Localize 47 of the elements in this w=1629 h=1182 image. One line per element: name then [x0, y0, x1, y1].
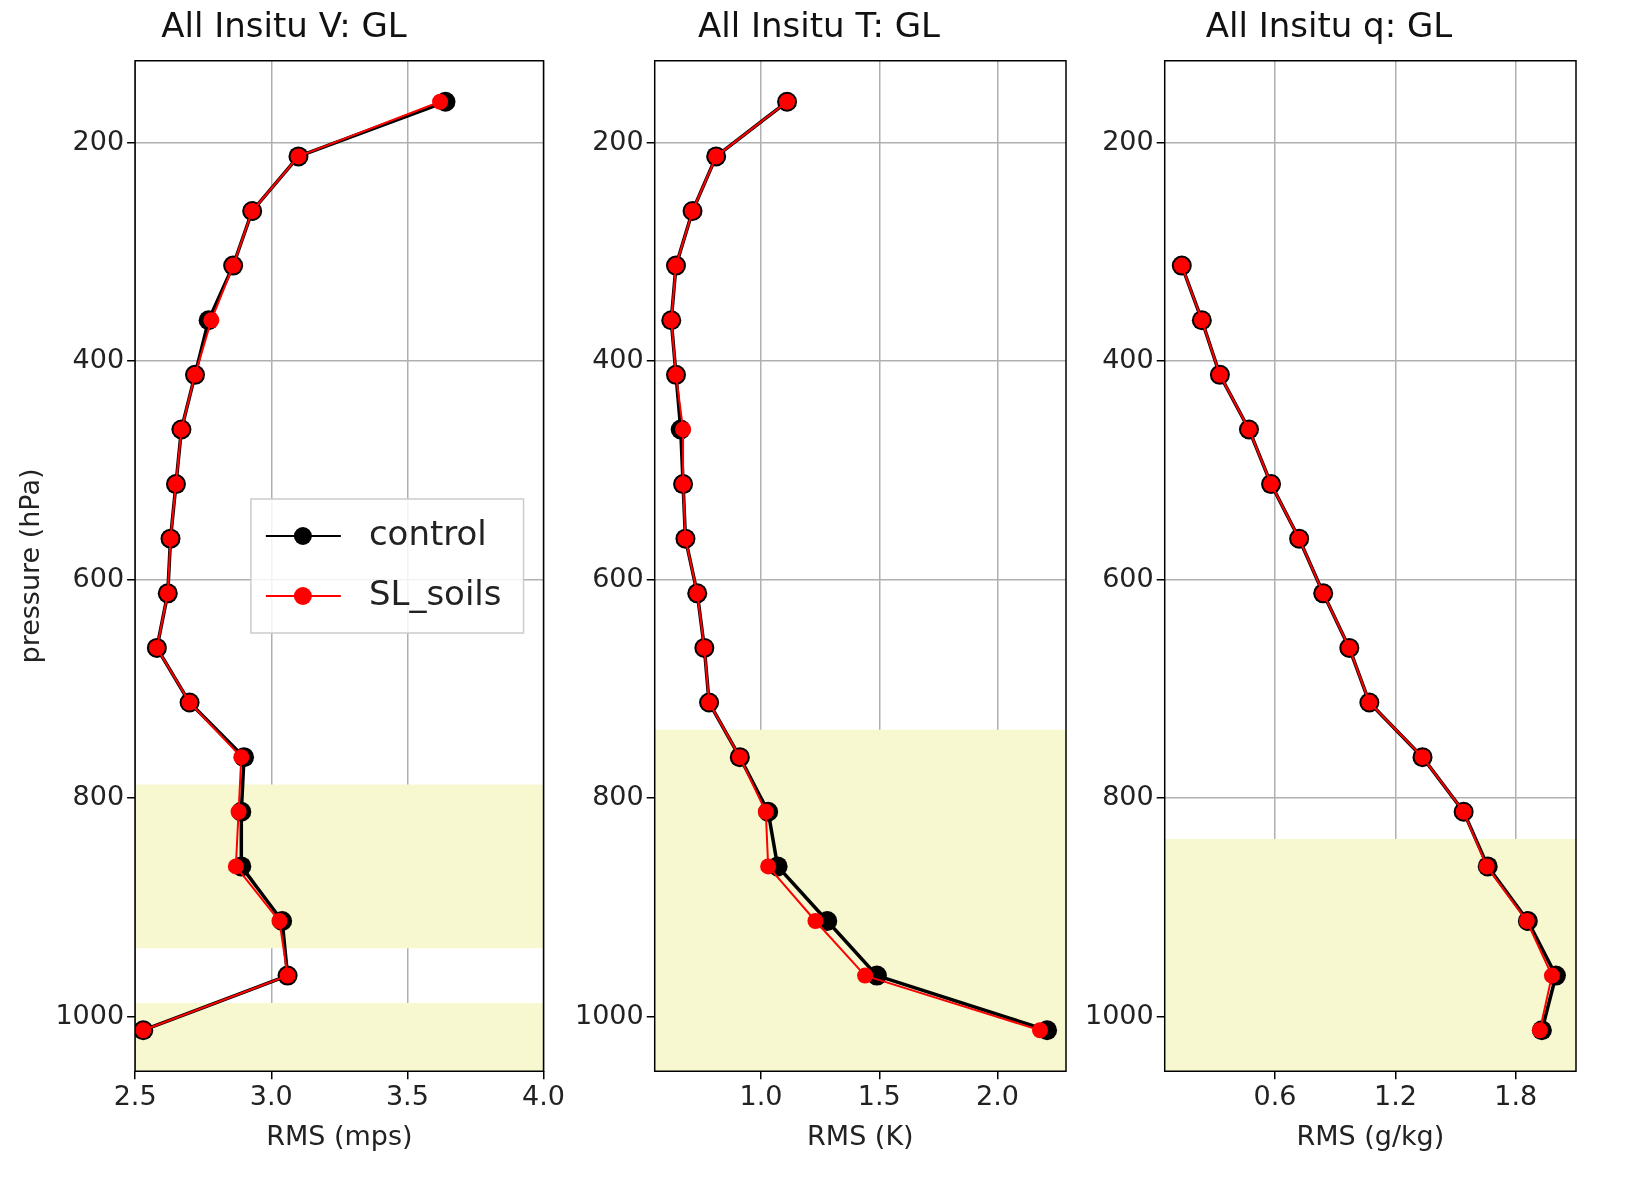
chart-title: All Insitu V: GL — [161, 5, 407, 46]
y-tick-label: 400 — [592, 343, 644, 375]
x-axis-title: RMS (K) — [807, 1119, 914, 1151]
y-tick-label: 800 — [72, 780, 125, 812]
chart-title: All Insitu T: GL — [698, 5, 941, 46]
x-tick-label: 2.0 — [975, 1080, 1019, 1112]
x-axis-title: RMS (g/kg) — [1296, 1119, 1445, 1151]
y-tick-label: 200 — [1102, 124, 1154, 156]
x-tick-label: 1.2 — [1373, 1080, 1417, 1112]
point — [675, 421, 692, 438]
x-tick-label: 1.5 — [857, 1080, 901, 1112]
y-tick-label: 800 — [1102, 780, 1154, 812]
chart-title: All Insitu q: GL — [1205, 5, 1453, 46]
point — [271, 913, 288, 930]
point — [432, 93, 449, 110]
point — [233, 749, 250, 766]
y-tick-label: 600 — [592, 561, 644, 593]
x-tick-label: 1.0 — [739, 1080, 783, 1112]
point — [1543, 967, 1560, 984]
y-tick-label: 1000 — [574, 998, 644, 1030]
x-tick-label: 1.8 — [1494, 1080, 1538, 1112]
y-axis-title: pressure (hPa) — [14, 468, 46, 664]
y-tick-label: 200 — [592, 124, 644, 156]
point — [227, 858, 244, 875]
x-tick-label: 3.5 — [385, 1080, 429, 1112]
x-tick-label: 0.6 — [1253, 1080, 1297, 1112]
y-tick-label: 1000 — [55, 998, 125, 1030]
legend-label: control — [368, 512, 487, 553]
y-tick-label: 600 — [72, 561, 125, 593]
y-tick-label: 200 — [72, 124, 125, 156]
point — [857, 967, 874, 984]
point — [760, 858, 777, 875]
y-tick-label: 400 — [1102, 343, 1154, 375]
point — [203, 312, 220, 329]
x-axis-title: RMS (mps) — [266, 1119, 413, 1151]
point — [807, 913, 824, 930]
x-tick-label: 3.0 — [249, 1080, 293, 1112]
x-tick-label: 2.5 — [113, 1080, 157, 1112]
y-tick-label: 600 — [1102, 561, 1154, 593]
x-tick-label: 4.0 — [522, 1080, 566, 1112]
y-tick-label: 400 — [72, 343, 125, 375]
point — [230, 803, 247, 820]
y-tick-label: 1000 — [1084, 998, 1154, 1030]
legend-label: SL_soils — [368, 572, 502, 613]
point — [1032, 1022, 1048, 1039]
y-tick-label: 800 — [592, 780, 644, 812]
point — [757, 803, 774, 820]
